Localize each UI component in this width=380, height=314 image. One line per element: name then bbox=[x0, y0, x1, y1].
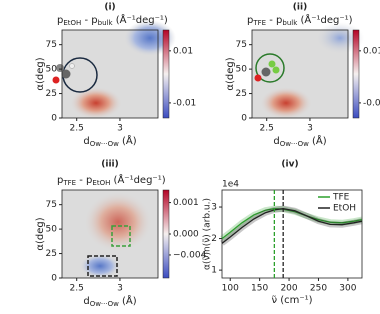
x-tick-label: 3 bbox=[307, 124, 313, 134]
x-axis-label-part: (Å) bbox=[309, 134, 327, 147]
x-tick-label: 150 bbox=[251, 284, 268, 294]
line-series bbox=[221, 207, 363, 240]
y-tick-label: 50 bbox=[236, 65, 248, 75]
y-tick-label: 0 bbox=[51, 114, 57, 124]
chart-title-part: (Å⁻¹deg⁻¹) bbox=[110, 173, 165, 186]
y-axis-label: α(deg) bbox=[35, 217, 46, 250]
colorbar-tick-label: 0.01 bbox=[173, 46, 193, 56]
y-axis-label: α(deg) bbox=[225, 57, 236, 90]
y-tick-label: 1 bbox=[211, 266, 217, 276]
panel-label: (i) bbox=[104, 3, 115, 13]
y-axis-label: α(ν̃)n(ν̃) (arb.u.) bbox=[203, 198, 213, 270]
y-tick-label: 50 bbox=[46, 225, 58, 235]
x-axis-label: dOw···Ow (Å) bbox=[83, 294, 136, 308]
chart-title-part: (Å⁻¹deg⁻¹) bbox=[113, 13, 168, 26]
line-series bbox=[221, 207, 363, 244]
x-axis-label-part: Ow···Ow bbox=[280, 140, 309, 148]
x-axis-label-part: d bbox=[273, 136, 279, 147]
x-tick-label: 300 bbox=[339, 284, 356, 294]
chart-title-part: bulk bbox=[282, 19, 298, 27]
chart-title: pTFE - pEtOH (Å⁻¹deg⁻¹) bbox=[57, 173, 166, 187]
x-tick-label: 2.5 bbox=[70, 124, 84, 134]
x-tick-label: 100 bbox=[222, 284, 239, 294]
plot-frame bbox=[251, 29, 349, 119]
x-tick-label: 2.5 bbox=[260, 124, 274, 134]
chart-title-part: p bbox=[57, 175, 63, 186]
chart-title-part: EtOH bbox=[92, 179, 110, 187]
y-tick-label: 25 bbox=[46, 89, 57, 99]
x-tick-label: 200 bbox=[280, 284, 297, 294]
chart-title-part: TFE bbox=[252, 19, 266, 27]
colorbar bbox=[162, 29, 170, 119]
x-axis-label: dOw···Ow (Å) bbox=[83, 134, 136, 148]
x-axis-label-part: Ow···Ow bbox=[90, 300, 119, 308]
colorbar bbox=[162, 189, 170, 279]
x-axis-label-part: (Å) bbox=[119, 294, 137, 307]
heatmap-image bbox=[62, 190, 158, 278]
plot-frame bbox=[61, 29, 159, 119]
legend-label: EtOH bbox=[333, 204, 356, 214]
y-tick-label: 75 bbox=[236, 40, 247, 50]
colorbar-tick-label: 0.01 bbox=[363, 46, 380, 56]
x-tick-label: 250 bbox=[310, 284, 327, 294]
y-tick-label: 50 bbox=[46, 65, 58, 75]
colorbar-tick-label: −0.004 bbox=[173, 250, 207, 260]
chart-title: pEtOH - pbulk (Å⁻¹deg⁻¹) bbox=[57, 13, 168, 27]
x-axis-label-part: Ow···Ow bbox=[90, 140, 119, 148]
y-tick-label: 2 bbox=[211, 234, 217, 244]
colorbar-tick-label: -0.01 bbox=[173, 98, 196, 108]
x-axis-label-part: d bbox=[83, 296, 89, 307]
x-tick-label: 3 bbox=[117, 124, 123, 134]
panel-label: (ii) bbox=[293, 3, 307, 13]
x-axis-label: ν̃ (cm⁻¹) bbox=[271, 294, 312, 306]
x-axis-label-part: d bbox=[83, 136, 89, 147]
chart-title-part: p bbox=[247, 15, 253, 26]
chart-title-part: (Å⁻¹deg⁻¹) bbox=[297, 13, 352, 26]
colorbar bbox=[352, 29, 360, 119]
heatmap-image bbox=[252, 22, 364, 119]
y-tick-label: 3 bbox=[211, 203, 217, 213]
chart-title-part: - p bbox=[76, 175, 92, 186]
x-tick-label: 2.5 bbox=[70, 284, 84, 294]
y-axis-label: α(deg) bbox=[35, 57, 46, 90]
plot-frame bbox=[61, 189, 159, 279]
x-axis-label: dOw···Ow (Å) bbox=[273, 134, 326, 148]
y-tick-label: 25 bbox=[46, 249, 57, 259]
panel-label: (iii) bbox=[101, 160, 118, 170]
colorbar-tick-label: 0.000 bbox=[173, 230, 199, 240]
chart-title-part: bulk bbox=[98, 19, 114, 27]
y-tick-label: 75 bbox=[46, 40, 57, 50]
chart-title-part: p bbox=[57, 15, 63, 26]
y-tick-label: 25 bbox=[236, 89, 247, 99]
chart-title-part: - p bbox=[81, 15, 97, 26]
chart-title-part: - p bbox=[266, 15, 282, 26]
y-offset-label: 1e4 bbox=[222, 180, 239, 190]
colorbar-tick-label: -0.01 bbox=[363, 98, 380, 108]
panel-label: (iv) bbox=[281, 160, 298, 170]
y-tick-label: 0 bbox=[51, 274, 57, 284]
chart-title-part: EtOH bbox=[63, 19, 81, 27]
chart-title: pTFE - pbulk (Å⁻¹deg⁻¹) bbox=[247, 13, 353, 27]
heatmap-image bbox=[52, 20, 176, 119]
y-tick-label: 0 bbox=[241, 114, 247, 124]
x-tick-label: 3 bbox=[117, 284, 123, 294]
colorbar-tick-label: 0.001 bbox=[173, 198, 199, 208]
plot-frame bbox=[221, 189, 363, 279]
legend-label: TFE bbox=[332, 193, 350, 203]
chart-title-part: TFE bbox=[62, 179, 76, 187]
y-tick-label: 75 bbox=[46, 200, 57, 210]
x-axis-label-part: (Å) bbox=[119, 134, 137, 147]
